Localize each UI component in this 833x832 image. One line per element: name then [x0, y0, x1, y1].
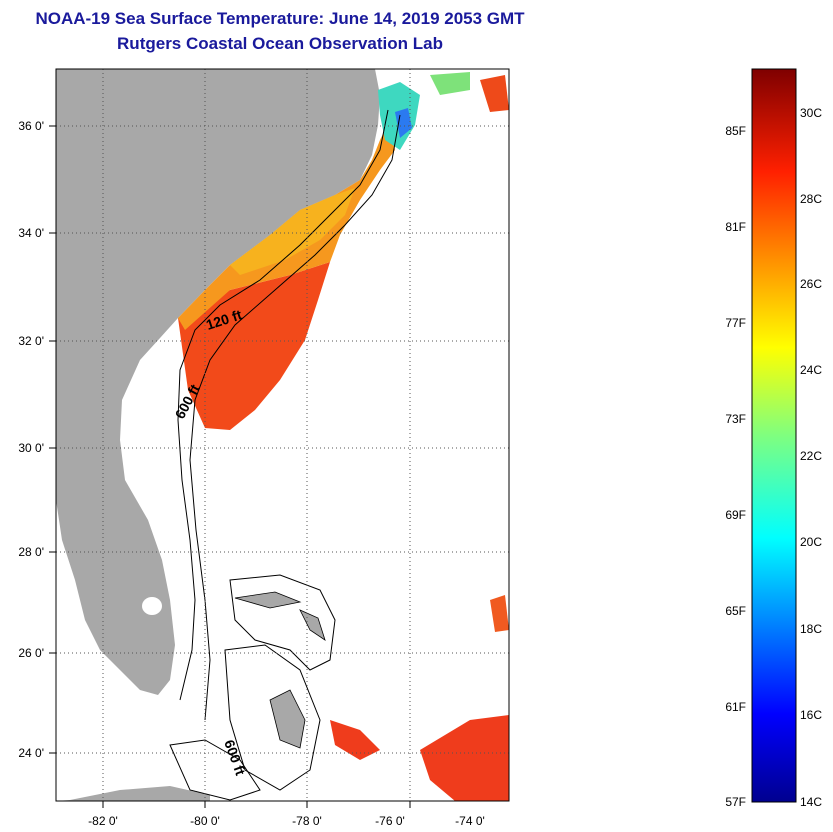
map-frame: [55, 68, 510, 802]
colorbar-c-label: 30C: [800, 106, 822, 120]
lake-okeechobee: [142, 597, 162, 615]
sst-cold-patch: [395, 108, 412, 138]
colorbar-f-label: 65F: [725, 604, 746, 618]
frame-ticks: [49, 125, 411, 808]
colorbar-f-label: 69F: [725, 508, 746, 522]
lat-label: 24 0': [18, 746, 44, 760]
colorbar-f-label: 81F: [725, 220, 746, 234]
colorbar-c-label: 22C: [800, 449, 822, 463]
colorbar-c-label: 28C: [800, 192, 822, 206]
map-title: NOAA-19 Sea Surface Temperature: June 14…: [35, 9, 525, 28]
island-abaco: [299, 609, 326, 641]
lon-label: -80 0': [190, 814, 220, 828]
sst-south-patch-2: [420, 715, 509, 801]
colorbar-c-label: 24C: [800, 363, 822, 377]
colorbar-f-label: 57F: [725, 795, 746, 809]
colorbar: [751, 68, 797, 803]
sst-east-patch-2: [480, 75, 509, 112]
colorbar-c-label: 16C: [800, 708, 822, 722]
sst-east-patch: [490, 595, 509, 632]
colorbar-f-label: 85F: [725, 124, 746, 138]
colorbar-c-label: 14C: [800, 795, 822, 809]
lat-label: 30 0': [18, 441, 44, 455]
contour-120ft: [177, 109, 389, 701]
lat-label: 36 0': [18, 119, 44, 133]
map-subtitle: Rutgers Coastal Ocean Observation Lab: [117, 34, 443, 53]
colorbar-f-label: 77F: [725, 316, 746, 330]
contour-600ft: [189, 114, 401, 721]
sst-cool-east: [430, 72, 470, 95]
lon-label: -82 0': [88, 814, 118, 828]
island-andros: [269, 689, 306, 749]
land-mainland: [56, 69, 380, 695]
lon-label: -78 0': [292, 814, 322, 828]
lat-label: 34 0': [18, 226, 44, 240]
colorbar-f-label: 73F: [725, 412, 746, 426]
land-keys: [56, 786, 210, 801]
lat-label: 26 0': [18, 646, 44, 660]
sst-south-patch-1: [330, 720, 380, 760]
contour-cuba-shelf: [169, 739, 261, 801]
lat-label: 32 0': [18, 334, 44, 348]
sst-gulf-stream: [178, 262, 330, 430]
island-grand-bahama: [234, 591, 302, 609]
contour-bahamas: [229, 574, 336, 671]
lon-label: -74 0': [455, 814, 485, 828]
lat-label: 28 0': [18, 545, 44, 559]
sst-shelf-warm: [230, 188, 355, 275]
colorbar-c-label: 20C: [800, 535, 822, 549]
colorbar-c-label: 18C: [800, 622, 822, 636]
lon-label: -76 0': [375, 814, 405, 828]
colorbar-f-label: 61F: [725, 700, 746, 714]
colorbar-c-label: 26C: [800, 277, 822, 291]
